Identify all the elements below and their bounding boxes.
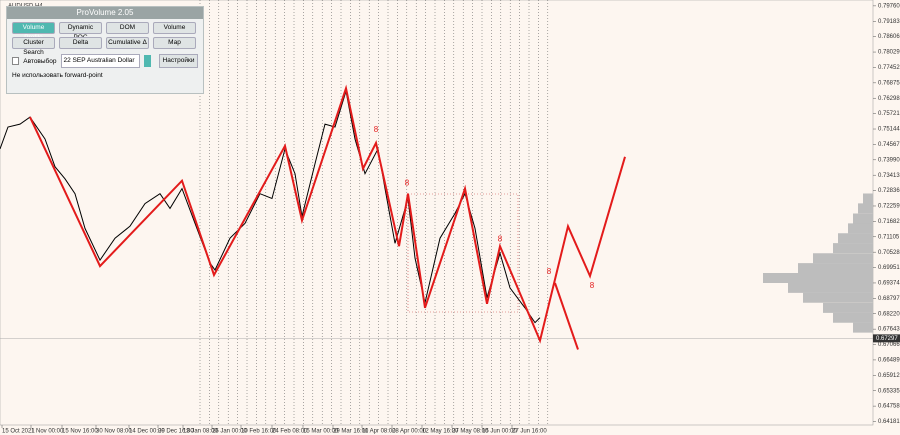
profile-bar: [823, 302, 873, 313]
button-grid: Volume ProfileDynamic POC DOM Volume Cluste…: [7, 19, 203, 56]
x-tick-label: 30 Nov 08:00: [96, 429, 132, 435]
panel-button[interactable]: Volume Profile: [12, 22, 55, 41]
current-price-label: 0.67297: [876, 336, 898, 342]
panel-button[interactable]: Volume: [153, 22, 196, 34]
y-tick-label: 0.76298: [878, 96, 900, 102]
y-tick-label: 0.75144: [878, 127, 900, 133]
profile-bar: [848, 223, 873, 234]
panel-button[interactable]: Cumulative Δ: [106, 37, 149, 49]
y-tick-label: 0.67643: [878, 327, 900, 333]
x-tick-label: 15 Mar 00:00: [303, 429, 339, 435]
y-tick-label: 0.65335: [878, 388, 900, 394]
y-tick-label: 0.71682: [878, 219, 900, 225]
x-tick-label: 29 Dec 16:00: [158, 429, 194, 435]
panel-button[interactable]: Dynamic POC: [59, 22, 102, 41]
x-tick-label: 11 Apr 08:00: [362, 429, 396, 435]
y-tick-label: 0.71105: [878, 234, 900, 240]
checkbox[interactable]: [12, 57, 20, 65]
profile-bar: [853, 213, 873, 224]
y-tick-label: 0.68797: [878, 296, 900, 302]
profile-bar: [813, 253, 873, 264]
wave-label: 8: [590, 281, 595, 290]
y-tick-label: 0.76875: [878, 80, 900, 86]
x-tick-label: 15 Nov 16:00: [62, 429, 98, 435]
profile-bar: [863, 193, 873, 204]
profile-bar: [788, 282, 873, 293]
forward-row: Не использовать forward-point: [7, 70, 203, 81]
x-tick-label: 10 Feb 16:00: [241, 429, 277, 435]
series-line: [0, 91, 541, 324]
x-tick-label: 14 Dec 00:00: [129, 429, 165, 435]
x-tick-label: 27 Jun 16:00: [512, 429, 547, 435]
y-tick-label: 0.73990: [878, 157, 900, 163]
panel-button[interactable]: DOM: [106, 22, 149, 34]
profile-bar: [858, 203, 873, 214]
x-tick-label: 12 May 16:00: [422, 429, 459, 435]
settings-button[interactable]: Настройки: [159, 54, 198, 68]
y-tick-label: 0.78606: [878, 34, 900, 40]
series-line: [554, 282, 579, 350]
wave-label: 8: [547, 267, 552, 276]
x-tick-label: 28 Apr 00:00: [392, 429, 427, 435]
y-tick-label: 0.66489: [878, 358, 900, 364]
x-tick-label: 27 May 08:00: [452, 429, 489, 435]
profile-bar: [853, 322, 873, 333]
y-tick-label: 0.64758: [878, 404, 900, 410]
y-tick-label: 0.64181: [878, 419, 900, 425]
instrument-row: Автовыбор 22 SEP Australian Dollar Настр…: [7, 52, 203, 70]
y-tick-label: 0.78029: [878, 50, 900, 56]
panel-button[interactable]: Cluster Search: [12, 37, 55, 56]
y-tick-label: 0.69951: [878, 265, 900, 271]
x-tick-label: 15 Jun 00:00: [482, 429, 517, 435]
select-arrow[interactable]: [144, 55, 152, 67]
y-tick-label: 0.74567: [878, 142, 900, 148]
x-tick-label: 29 Mar 16:00: [333, 429, 369, 435]
forward-point[interactable]: Не использовать forward-point: [12, 72, 103, 79]
y-tick-label: 0.67066: [878, 342, 900, 348]
profile-bar: [763, 272, 873, 283]
y-tick-label: 0.79183: [878, 19, 900, 25]
profile-bar: [798, 263, 873, 274]
x-tick-label: 1 Nov 00:00: [31, 429, 64, 435]
wave-label: 8: [498, 234, 503, 243]
profile-bar: [803, 292, 873, 303]
profile-bar: [838, 233, 873, 244]
y-tick-label: 0.75721: [878, 111, 900, 117]
instrument-select[interactable]: 22 SEP Australian Dollar: [60, 54, 141, 68]
auto-select[interactable]: Автовыбор: [23, 57, 57, 65]
profile-bar: [833, 243, 873, 254]
panel-button[interactable]: Map: [153, 37, 196, 49]
panel-button[interactable]: Delta: [59, 37, 102, 49]
y-tick-label: 0.72836: [878, 188, 900, 194]
provolume-panel: ProVolume 2.05 Volume ProfileDynamic POC…: [6, 6, 204, 94]
y-tick-label: 0.79760: [878, 3, 900, 9]
y-tick-label: 0.65912: [878, 373, 900, 379]
y-tick-label: 0.70528: [878, 250, 900, 256]
panel-title: ProVolume 2.05: [7, 7, 203, 19]
y-tick-label: 0.68220: [878, 311, 900, 317]
y-tick-label: 0.73413: [878, 173, 900, 179]
current-price-box: [873, 334, 900, 343]
profile-bar: [833, 312, 873, 323]
x-tick-label: 13 Jan 08:00: [183, 429, 218, 435]
x-tick-label: 15 Oct 2021: [2, 429, 35, 435]
y-tick-label: 0.72259: [878, 204, 900, 210]
wave-label: 8: [374, 125, 379, 134]
wave-label: 8: [405, 179, 410, 188]
x-tick-label: 24 Feb 08:00: [272, 429, 308, 435]
y-tick-label: 0.77452: [878, 65, 900, 71]
y-tick-label: 0.69374: [878, 281, 900, 287]
x-tick-label: 26 Jan 00:00: [212, 429, 247, 435]
series-line: [29, 84, 626, 344]
